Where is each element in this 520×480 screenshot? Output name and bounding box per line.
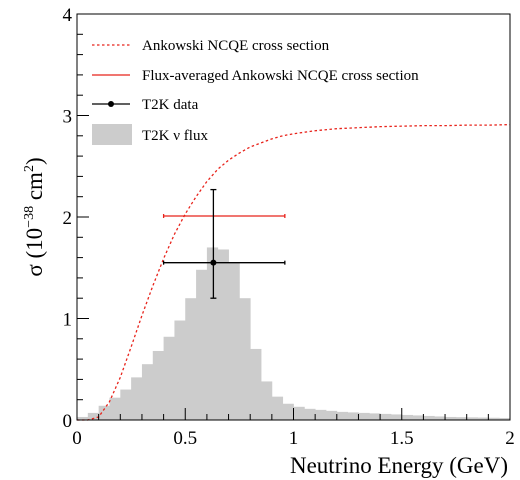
x-axis-label: Neutrino Energy (GeV) [290, 453, 508, 478]
flux-bar [174, 320, 186, 420]
x-tick-label: 0.5 [173, 428, 197, 449]
flux-bar [282, 403, 294, 420]
flux-bar [185, 298, 197, 420]
flux-bar [455, 417, 468, 420]
flux-bar [163, 336, 175, 420]
y-tick-label: 0 [63, 411, 73, 432]
t2k-data-point [162, 188, 286, 299]
flux-bar [488, 417, 500, 420]
flux-bar [466, 417, 478, 420]
flux-bar [445, 416, 457, 420]
flux-bar [434, 416, 446, 420]
flux-bar [390, 414, 403, 420]
legend-label-flux-averaged: Flux-averaged Ankowski NCQE cross sectio… [142, 68, 419, 84]
flux-bar [98, 405, 110, 420]
flux-bar [380, 413, 392, 420]
x-tick-label: 1 [289, 428, 299, 449]
flux-bar [239, 298, 251, 420]
flux-bar [325, 410, 338, 420]
flux-bar [141, 364, 154, 420]
y-axis-label: σ (10−38 cm2) [22, 157, 47, 276]
flux-histogram [77, 247, 511, 420]
x-tick-label: 1.5 [390, 428, 414, 449]
legend-swatch-flux [92, 124, 132, 145]
y-tick-label: 2 [63, 208, 73, 229]
flux-bar [499, 417, 511, 420]
legend-label-cross-section: Ankowski NCQE cross section [142, 38, 330, 54]
legend: Ankowski NCQE cross section Flux-average… [92, 38, 419, 145]
y-tick-label: 3 [63, 107, 73, 128]
flux-bar [271, 396, 284, 420]
flux-bar [369, 413, 381, 420]
flux-bar [293, 406, 305, 420]
y-tick-label: 4 [63, 5, 73, 26]
flux-bar [109, 397, 121, 420]
flux-bar [217, 249, 229, 420]
flux-bar [423, 415, 435, 420]
flux-bar [412, 415, 424, 420]
flux-bar [401, 414, 413, 420]
flux-bar [131, 377, 143, 420]
legend-label-data: T2K data [142, 97, 199, 113]
x-axis-ticks: 0 0.5 1 1.5 2 [72, 408, 515, 449]
flux-bar [206, 247, 219, 420]
flux-bar [358, 412, 370, 420]
flux-bar [77, 416, 89, 420]
ankowski-cross-section-curve [77, 123, 511, 421]
y-axis-exponent: −38 [22, 206, 37, 228]
y-axis-close: ) [22, 157, 47, 165]
flux-bar [152, 350, 164, 420]
flux-bar [196, 269, 208, 420]
flux-bar [261, 381, 273, 420]
flux-bar [477, 417, 489, 420]
data-marker [210, 259, 217, 266]
flux-bar [120, 389, 132, 420]
x-tick-label: 0 [72, 428, 82, 449]
flux-bar [250, 348, 262, 420]
y-axis-unit-exponent: 2 [22, 165, 37, 172]
x-tick-label: 2 [505, 428, 515, 449]
flux-bar [315, 409, 327, 420]
y-axis-unit: cm [22, 172, 47, 206]
flux-bar [228, 262, 240, 420]
y-tick-label: 1 [63, 310, 73, 331]
flux-bar [347, 412, 359, 420]
flux-bar [336, 411, 349, 420]
flux-bar [87, 412, 100, 420]
flux-averaged-segment [162, 213, 286, 218]
y-axis-symbol: σ (10 [22, 228, 47, 277]
flux-bar [304, 408, 316, 420]
legend-label-flux: T2K ν flux [142, 128, 208, 144]
legend-swatch-data-marker [108, 101, 114, 107]
y-axis-ticks: 0 1 2 3 4 [63, 5, 89, 432]
